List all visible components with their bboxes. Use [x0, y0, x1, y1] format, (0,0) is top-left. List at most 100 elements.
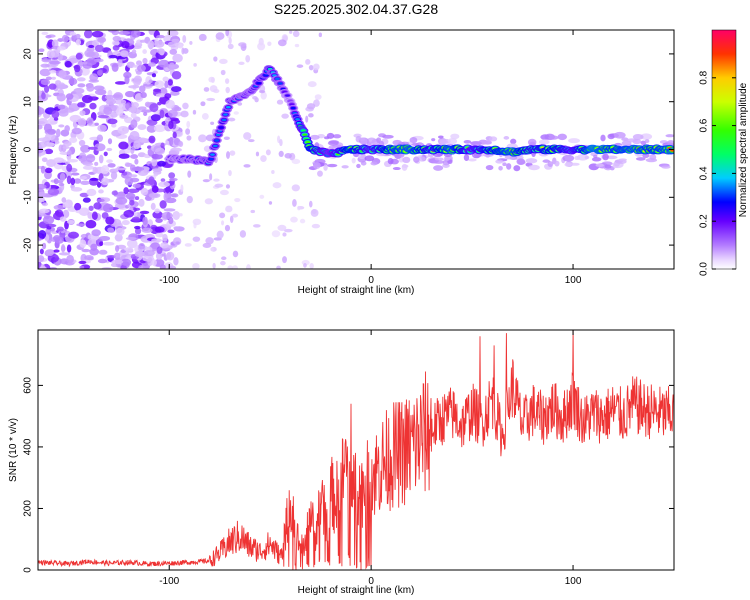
noise-blob: [90, 243, 98, 251]
noise-blob: [78, 260, 87, 265]
noise-blob: [131, 216, 141, 222]
noise-blob: [155, 252, 163, 260]
noise-blob: [53, 234, 61, 242]
noise-blob: [228, 170, 232, 177]
noise-blob: [58, 69, 67, 79]
noise-blob: [157, 160, 167, 167]
noise-blob: [186, 135, 192, 141]
noise-blob: [227, 43, 234, 50]
noise-blob: [259, 194, 265, 199]
noise-blob: [255, 151, 260, 157]
y-tick-label: -20: [23, 237, 34, 252]
noise-blob: [640, 140, 647, 145]
noise-blob: [76, 223, 86, 227]
signal-core: [208, 157, 214, 161]
noise-blob: [117, 125, 129, 135]
noise-blob: [133, 77, 141, 87]
noise-blob: [108, 30, 117, 33]
noise-blob: [91, 30, 104, 38]
noise-blob: [129, 130, 140, 140]
noise-blob: [133, 207, 141, 211]
noise-blob: [120, 50, 129, 58]
noise-blob: [69, 114, 82, 123]
noise-blob: [88, 44, 95, 48]
noise-blob: [215, 32, 225, 40]
noise-blob: [557, 133, 568, 141]
noise-blob: [276, 265, 281, 269]
noise-blob: [134, 251, 145, 258]
noise-blob: [570, 162, 580, 166]
noise-blob: [602, 153, 609, 161]
noise-blob: [265, 149, 271, 156]
noise-blob: [143, 250, 155, 257]
noise-blob: [171, 71, 182, 80]
noise-blob: [154, 208, 160, 214]
noise-blob: [232, 213, 239, 218]
x-tick-label: 100: [565, 576, 582, 587]
noise-blob: [278, 150, 284, 158]
noise-blob: [667, 140, 674, 145]
noise-blob: [309, 134, 320, 140]
noise-blob: [463, 140, 472, 144]
noise-blob: [488, 136, 498, 142]
noise-blob: [100, 165, 110, 175]
noise-blob: [548, 135, 559, 140]
noise-blob: [112, 45, 120, 51]
noise-blob: [73, 178, 82, 184]
noise-blob: [172, 131, 177, 139]
noise-blob: [138, 137, 148, 143]
noise-blob: [309, 263, 314, 269]
noise-blob: [271, 169, 275, 175]
noise-blob: [308, 64, 314, 71]
noise-blob: [661, 165, 671, 169]
noise-blob: [142, 49, 147, 55]
noise-blob: [649, 154, 657, 161]
noise-blob: [516, 158, 526, 166]
noise-blob: [219, 189, 229, 196]
signal-core: [256, 81, 262, 85]
noise-blob: [57, 46, 66, 51]
noise-blob: [644, 139, 650, 144]
noise-blob: [70, 177, 76, 186]
noise-blob: [89, 177, 99, 181]
signal-core: [212, 144, 218, 148]
noise-blob: [155, 93, 167, 98]
noise-blob: [38, 183, 47, 190]
noise-blob: [542, 159, 551, 163]
noise-blob: [167, 79, 174, 86]
noise-blob: [169, 48, 178, 55]
noise-blob: [96, 134, 104, 143]
noise-blob: [152, 210, 163, 219]
snr-frame: [37, 329, 675, 571]
noise-blob: [392, 139, 402, 146]
noise-blob: [124, 247, 134, 252]
noise-blob: [305, 115, 309, 123]
noise-blob: [158, 181, 170, 188]
noise-blob: [45, 34, 52, 39]
noise-blob: [294, 43, 300, 48]
noise-blob: [160, 242, 169, 249]
noise-blob: [234, 198, 241, 203]
noise-blob: [79, 192, 89, 198]
noise-blob: [134, 196, 140, 201]
noise-blob: [77, 101, 86, 108]
noise-blob: [168, 62, 175, 71]
noise-blob: [75, 39, 82, 46]
noise-blob: [364, 155, 375, 162]
signal-core: [225, 106, 231, 109]
noise-blob: [165, 99, 175, 109]
noise-blob: [171, 86, 182, 93]
noise-blob: [192, 263, 200, 269]
noise-blob: [154, 40, 165, 48]
noise-blob: [146, 178, 155, 185]
noise-blob: [140, 92, 147, 99]
noise-blob: [238, 61, 245, 66]
noise-blob: [41, 31, 49, 36]
noise-blob: [128, 174, 138, 178]
noise-blob: [387, 158, 394, 165]
noise-blob: [150, 114, 161, 122]
noise-blob: [123, 209, 135, 218]
noise-blob: [94, 161, 99, 166]
noise-blob: [80, 180, 90, 186]
